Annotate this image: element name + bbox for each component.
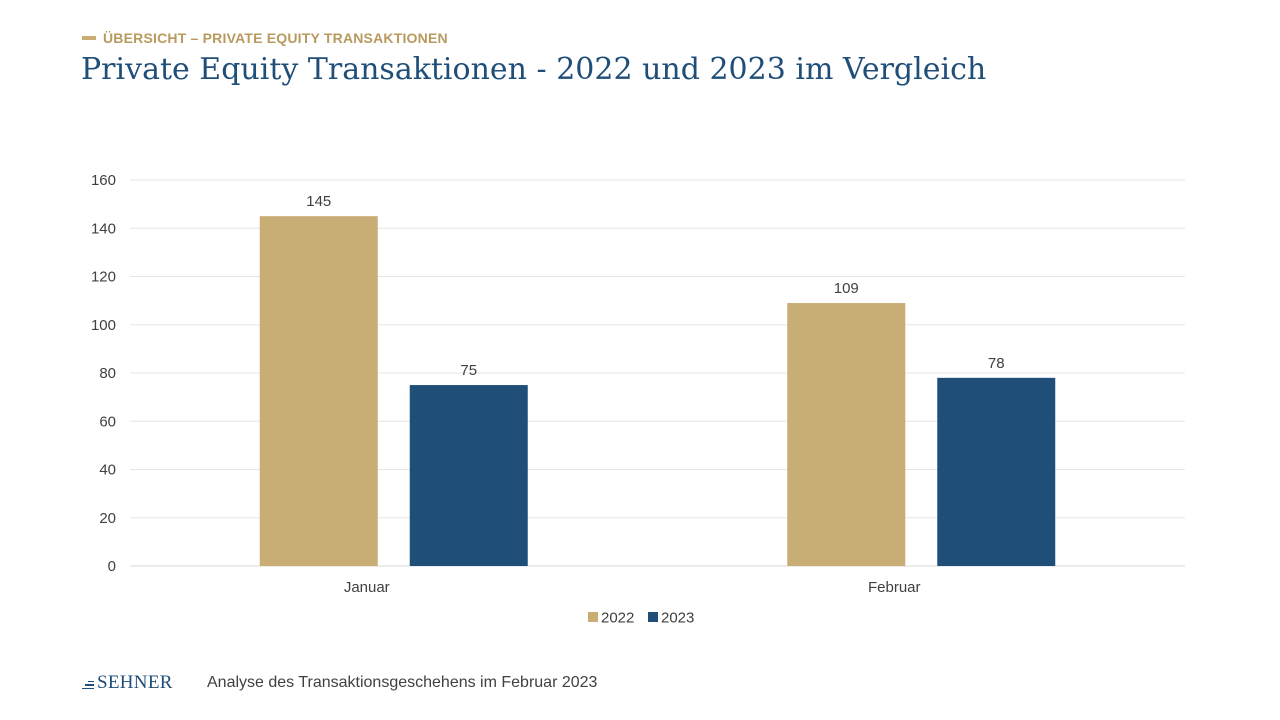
legend-swatch-2022: [588, 612, 598, 622]
y-tick-label: 160: [91, 172, 116, 189]
y-tick-label: 100: [91, 317, 116, 334]
y-tick-label: 60: [99, 413, 116, 430]
section-accent-bar: [82, 36, 96, 40]
section-label-text: ÜBERSICHT – PRIVATE EQUITY TRANSAKTIONEN: [103, 30, 448, 46]
x-tick-label: Januar: [344, 579, 390, 596]
bar-2023-januar: [409, 385, 528, 566]
y-tick-label: 80: [99, 365, 116, 382]
data-label: 75: [460, 362, 477, 379]
y-tick-label: 140: [91, 220, 116, 237]
legend-label-2023: 2023: [661, 610, 694, 627]
logo-lines-icon: [82, 677, 94, 689]
y-tick-label: 0: [108, 558, 116, 575]
section-label: ÜBERSICHT – PRIVATE EQUITY TRANSAKTIONEN: [82, 30, 448, 46]
y-tick-label: 20: [99, 510, 116, 527]
legend-label-2022: 2022: [601, 610, 634, 627]
data-label: 78: [988, 355, 1005, 372]
x-tick-label: Februar: [868, 579, 921, 596]
bar-2022-februar: [787, 303, 906, 566]
bar-2022-januar: [259, 216, 378, 566]
data-label: 109: [834, 280, 859, 297]
logo-text: SEHNER: [97, 672, 173, 693]
footer-caption: Analyse des Transaktionsgeschehens im Fe…: [207, 674, 598, 691]
y-tick-label: 40: [99, 462, 116, 479]
legend-swatch-2023: [648, 612, 658, 622]
page-title: Private Equity Transaktionen - 2022 und …: [81, 52, 987, 87]
y-tick-label: 120: [91, 269, 116, 286]
company-logo: SEHNER: [82, 672, 173, 694]
bar-2023-februar: [937, 377, 1056, 566]
data-label: 145: [306, 193, 331, 210]
